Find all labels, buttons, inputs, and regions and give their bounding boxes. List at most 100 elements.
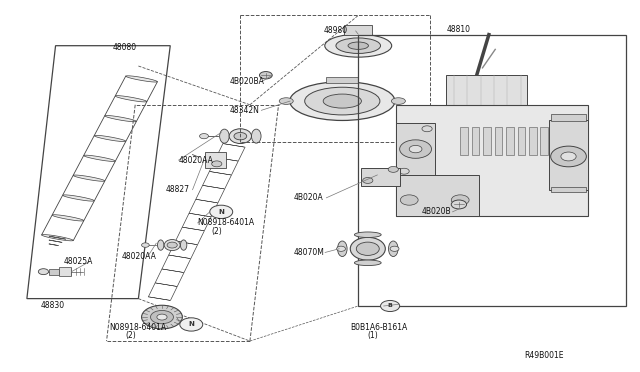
Ellipse shape bbox=[355, 232, 381, 237]
Text: (2): (2) bbox=[125, 331, 136, 340]
Circle shape bbox=[400, 195, 418, 205]
Polygon shape bbox=[63, 195, 94, 201]
Polygon shape bbox=[169, 255, 191, 259]
Text: 48080: 48080 bbox=[113, 43, 137, 52]
Text: 4B020A: 4B020A bbox=[293, 193, 323, 202]
Ellipse shape bbox=[337, 241, 347, 257]
Circle shape bbox=[259, 71, 272, 79]
Circle shape bbox=[38, 269, 49, 275]
Bar bbox=[549, 119, 588, 190]
Bar bbox=[396, 175, 479, 215]
Ellipse shape bbox=[323, 94, 362, 108]
Text: 48020AA: 48020AA bbox=[179, 155, 213, 165]
Bar bbox=[483, 127, 491, 155]
Circle shape bbox=[210, 205, 233, 218]
Text: 48830: 48830 bbox=[41, 301, 65, 311]
Circle shape bbox=[561, 152, 576, 161]
Bar bbox=[396, 123, 435, 175]
Bar bbox=[495, 127, 502, 155]
Circle shape bbox=[157, 314, 167, 320]
Polygon shape bbox=[49, 236, 66, 239]
Circle shape bbox=[399, 168, 409, 174]
Polygon shape bbox=[162, 269, 184, 273]
Circle shape bbox=[409, 145, 422, 153]
Ellipse shape bbox=[252, 129, 261, 143]
Bar bbox=[460, 127, 468, 155]
Text: 4B020BA: 4B020BA bbox=[230, 77, 264, 86]
Text: N: N bbox=[218, 209, 224, 215]
Text: R49B001E: R49B001E bbox=[524, 350, 563, 360]
Bar bbox=[326, 77, 358, 83]
Text: 4B020B: 4B020B bbox=[422, 207, 452, 217]
Bar bbox=[396, 105, 588, 215]
Circle shape bbox=[167, 242, 177, 248]
Polygon shape bbox=[189, 213, 211, 217]
Bar bbox=[540, 127, 548, 155]
Ellipse shape bbox=[180, 240, 187, 250]
Ellipse shape bbox=[279, 98, 293, 105]
Bar bbox=[205, 152, 226, 168]
Text: 48810: 48810 bbox=[446, 25, 470, 33]
Polygon shape bbox=[115, 96, 147, 102]
Text: (1): (1) bbox=[368, 331, 378, 340]
Text: (2): (2) bbox=[212, 227, 223, 235]
Text: 48827: 48827 bbox=[166, 185, 190, 194]
Ellipse shape bbox=[220, 129, 229, 143]
Polygon shape bbox=[203, 185, 225, 189]
Ellipse shape bbox=[392, 98, 405, 105]
Polygon shape bbox=[196, 199, 218, 203]
Polygon shape bbox=[105, 115, 136, 122]
Bar bbox=[59, 267, 72, 276]
Text: B0B1A6-B161A: B0B1A6-B161A bbox=[351, 323, 408, 331]
Bar bbox=[344, 25, 372, 35]
Circle shape bbox=[388, 166, 398, 172]
Ellipse shape bbox=[388, 241, 398, 257]
Bar bbox=[506, 127, 514, 155]
Circle shape bbox=[356, 242, 380, 256]
Text: 48025A: 48025A bbox=[64, 257, 93, 266]
Bar bbox=[362, 167, 399, 186]
Text: N08918-6401A: N08918-6401A bbox=[198, 218, 255, 227]
Circle shape bbox=[422, 126, 432, 132]
Text: N: N bbox=[188, 321, 194, 327]
Polygon shape bbox=[182, 227, 204, 231]
Circle shape bbox=[451, 195, 469, 205]
Polygon shape bbox=[52, 215, 84, 221]
Text: 48070M: 48070M bbox=[293, 248, 324, 257]
Ellipse shape bbox=[290, 82, 395, 121]
Polygon shape bbox=[175, 241, 197, 245]
Polygon shape bbox=[125, 76, 157, 82]
Bar bbox=[518, 127, 525, 155]
Circle shape bbox=[337, 246, 346, 251]
Bar bbox=[550, 114, 586, 121]
Polygon shape bbox=[223, 144, 244, 147]
Bar bbox=[472, 127, 479, 155]
Circle shape bbox=[390, 246, 399, 251]
Text: B: B bbox=[388, 304, 392, 308]
Bar bbox=[550, 187, 586, 192]
Circle shape bbox=[451, 200, 467, 209]
Circle shape bbox=[180, 318, 203, 331]
Circle shape bbox=[141, 305, 182, 329]
Ellipse shape bbox=[348, 42, 369, 49]
Circle shape bbox=[212, 161, 222, 167]
Text: 48980: 48980 bbox=[323, 26, 348, 35]
Polygon shape bbox=[49, 240, 62, 243]
Circle shape bbox=[141, 243, 149, 247]
Circle shape bbox=[150, 310, 173, 324]
Circle shape bbox=[363, 177, 373, 183]
Bar bbox=[446, 75, 527, 105]
Circle shape bbox=[200, 134, 209, 139]
Polygon shape bbox=[73, 175, 105, 181]
Circle shape bbox=[399, 140, 431, 158]
Bar bbox=[49, 269, 59, 275]
Ellipse shape bbox=[164, 240, 180, 251]
Ellipse shape bbox=[157, 240, 164, 250]
Bar bbox=[529, 127, 537, 155]
Polygon shape bbox=[84, 155, 115, 161]
Ellipse shape bbox=[336, 38, 381, 54]
Circle shape bbox=[381, 301, 399, 311]
Circle shape bbox=[234, 132, 246, 140]
Text: 48020AA: 48020AA bbox=[121, 251, 156, 261]
Polygon shape bbox=[42, 235, 73, 241]
